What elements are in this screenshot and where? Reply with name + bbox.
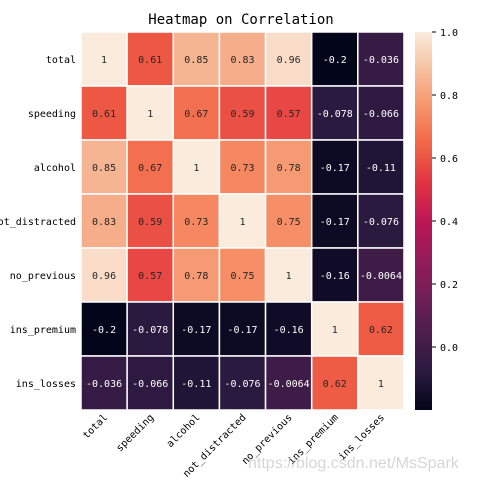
cell-value-label: -0.2 [323, 55, 347, 66]
heatmap-cell [218, 355, 267, 411]
heatmap-cell [310, 31, 359, 87]
cell-value-label: -0.066 [363, 109, 399, 120]
heatmap-cell [310, 139, 359, 195]
cell-value-label: 1 [286, 271, 292, 282]
heatmap-cell [80, 301, 128, 357]
cell-value-label: 1 [239, 217, 245, 228]
row-label: alcohol [34, 163, 76, 174]
cell-value-label: -0.17 [181, 325, 211, 336]
cell-value-label: -0.076 [224, 379, 260, 390]
chart-title: Heatmap on Correlation [148, 12, 333, 28]
row-label: speeding [28, 109, 76, 120]
heatmap-cell [172, 139, 221, 195]
colorbar-tick-label: 0.4 [440, 217, 458, 228]
cell-value-label: -0.2 [92, 325, 116, 336]
heatmap-cell [264, 139, 313, 195]
cell-annotations: 1 0.61 0.85 0.83 0.96 -0.2 -0.036 0.61 1 0.67 0.59… [86, 55, 402, 390]
heatmap-cell [357, 301, 405, 357]
cell-value-label: 0.67 [184, 109, 208, 120]
heatmap-cell [80, 193, 128, 249]
cell-value-label: 0.75 [230, 271, 254, 282]
row-label: ins_premium [10, 325, 76, 336]
cell-value-label: -0.16 [320, 271, 350, 282]
cell-value-label: 1 [147, 109, 153, 120]
cell-value-label: -0.11 [181, 379, 211, 390]
heatmap-cell [172, 355, 221, 411]
column-label: alcohol [165, 412, 203, 450]
cell-value-label: -0.17 [320, 163, 350, 174]
heatmap-cell [80, 31, 128, 87]
cell-value-label: -0.17 [227, 325, 257, 336]
cell-value-label: 1 [193, 163, 199, 174]
cell-value-label: 0.62 [323, 379, 347, 390]
cell-value-label: 0.61 [92, 109, 116, 120]
heatmap-cell [172, 85, 221, 141]
heatmap-cell [126, 31, 175, 87]
cell-value-label: -0.078 [317, 109, 353, 120]
heatmap-cell [126, 139, 175, 195]
cell-value-label: 0.83 [92, 217, 116, 228]
cell-value-label: 0.73 [184, 217, 208, 228]
heatmap-cell [80, 247, 128, 303]
heatmap-cell [172, 247, 221, 303]
cell-value-label: 0.61 [138, 55, 162, 66]
heatmap-cell [310, 193, 359, 249]
cell-value-label: -0.16 [274, 325, 304, 336]
cell-value-label: 0.59 [230, 109, 254, 120]
colorbar-tick-label: 0.0 [440, 343, 458, 354]
heatmap-cells [80, 31, 405, 411]
heatmap-cell [357, 139, 405, 195]
cell-value-label: 0.57 [277, 109, 301, 120]
cell-value-label: -0.078 [132, 325, 168, 336]
cell-value-label: 0.85 [92, 163, 116, 174]
heatmap-cell [264, 355, 313, 411]
row-label: total [46, 55, 76, 66]
column-label: total [81, 412, 110, 441]
cell-value-label: -0.076 [363, 217, 399, 228]
cell-value-label: 1 [101, 55, 107, 66]
cell-value-label: 0.59 [138, 217, 162, 228]
cell-value-label: -0.0064 [268, 379, 310, 390]
cell-value-label: 1 [378, 379, 384, 390]
cell-value-label: 0.75 [277, 217, 301, 228]
heatmap-cell [126, 193, 175, 249]
cell-value-label: 0.96 [277, 55, 301, 66]
cell-value-label: 0.62 [369, 325, 393, 336]
cell-value-label: 0.83 [230, 55, 254, 66]
colorbar [415, 32, 432, 410]
cell-value-label: -0.17 [320, 217, 350, 228]
heatmap-cell [126, 301, 175, 357]
heatmap-cell [264, 85, 313, 141]
heatmap-cell [80, 85, 128, 141]
cell-value-label: -0.036 [363, 55, 399, 66]
cell-value-label: 0.73 [230, 163, 254, 174]
cell-value-label: 0.67 [138, 163, 162, 174]
cell-value-label: 1 [332, 325, 338, 336]
cell-value-label: 0.78 [277, 163, 301, 174]
cell-value-label: -0.11 [366, 163, 396, 174]
colorbar-tick-label: 0.2 [440, 280, 458, 291]
cell-value-label: 0.96 [92, 271, 116, 282]
cell-value-label: 0.78 [184, 271, 208, 282]
heatmap-cell [357, 85, 405, 141]
colorbar-tick-label: 0.8 [440, 91, 458, 102]
watermark-text: https://blog.csdn.net/MsSpark [248, 455, 459, 472]
heatmap-cell [310, 355, 359, 411]
row-label: not_distracted [0, 217, 76, 228]
row-label: ins_losses [16, 379, 76, 390]
heatmap-cell [357, 355, 405, 411]
colorbar-ticks: 0.0 0.2 0.4 0.6 0.8 1.0 [432, 28, 458, 354]
cell-value-label: -0.066 [132, 379, 168, 390]
colorbar-tick-label: 1.0 [440, 28, 458, 39]
row-label: no_previous [10, 271, 76, 282]
colorbar-tick-label: 0.6 [440, 154, 458, 165]
column-label: speeding [114, 412, 156, 454]
cell-value-label: -0.036 [86, 379, 122, 390]
cell-value-label: 0.57 [138, 271, 162, 282]
row-labels: total speeding alcohol not_distracted no_pre… [0, 55, 76, 390]
cell-value-label: 0.85 [184, 55, 208, 66]
cell-value-label: -0.0064 [360, 271, 402, 282]
